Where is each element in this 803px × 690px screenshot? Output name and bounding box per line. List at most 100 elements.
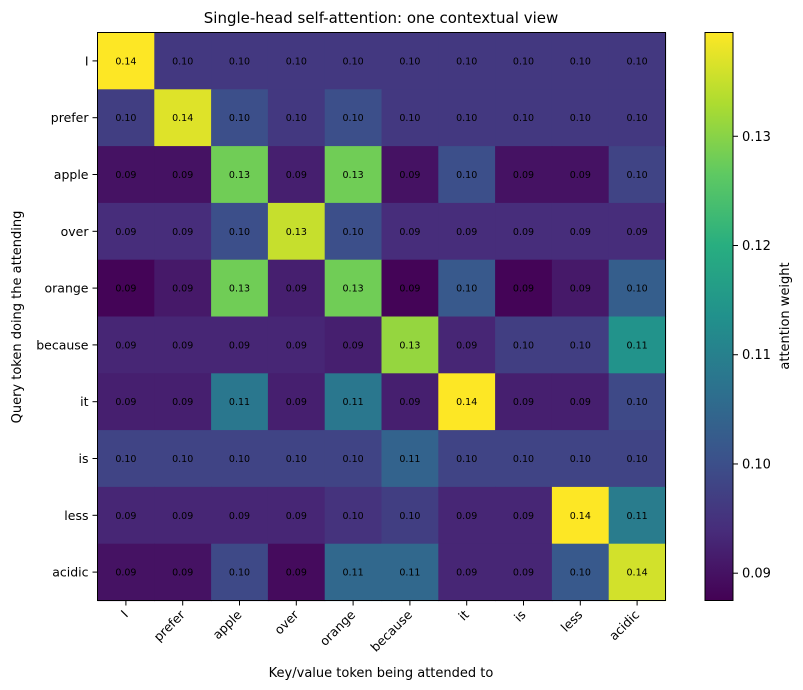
heatmap-cell [97,146,155,204]
cell-value-label: 0.09 [570,284,591,295]
cell-value-label: 0.10 [343,511,364,522]
heatmap-cell [495,543,553,602]
cell-value-label: 0.11 [399,568,420,579]
heatmap-cell [495,430,553,488]
heatmap-cell [495,316,553,374]
cell-value-label: 0.10 [627,454,648,465]
cell-value-label: 0.10 [286,113,307,124]
cell-value-label: 0.10 [343,56,364,67]
heatmap-cell [154,32,212,90]
y-tick-label: it [80,394,88,409]
cell-value-label: 0.13 [229,284,250,295]
cell-value-label: 0.09 [399,397,420,408]
cell-value-label: 0.10 [570,454,591,465]
heatmap-cell [211,202,269,261]
heatmap-cell [495,89,553,147]
heatmap-cell [551,486,610,545]
heatmap-cell [438,430,496,488]
cell-value-label: 0.09 [513,397,534,408]
heatmap-cell [438,259,496,318]
heatmap-cell [97,259,155,318]
heatmap-cell [97,316,155,374]
x-tick-label: is [511,607,529,625]
cell-value-label: 0.10 [627,56,648,67]
heatmap-cell [211,373,269,431]
heatmap-cell [267,316,326,374]
heatmap-cell [381,89,439,147]
cell-value-label: 0.09 [570,170,591,181]
cell-value-label: 0.09 [172,397,193,408]
cell-value-label: 0.09 [513,227,534,238]
x-tick-label: apple [209,607,244,642]
heatmap-cell [97,202,155,261]
cell-value-label: 0.13 [286,227,307,238]
cell-value-label: 0.09 [513,511,534,522]
cell-value-label: 0.09 [115,511,136,522]
colorbar-ticks: 0.09 0.10 0.11 0.12 0.13 [733,130,771,582]
heatmap-cell [267,373,326,431]
cell-value-label: 0.14 [115,56,136,67]
cell-value-label: 0.09 [286,511,307,522]
heatmap-cell [608,430,667,488]
heatmap-cell [608,486,667,545]
cell-value-label: 0.09 [115,340,136,351]
cell-value-label: 0.09 [627,227,648,238]
cell-value-label: 0.10 [513,454,534,465]
cell-value-label: 0.09 [115,284,136,295]
heatmap-cell [381,316,439,374]
cell-value-label: 0.09 [513,568,534,579]
y-tick-label: orange [45,281,89,296]
heatmap-cell [97,373,155,431]
x-axis-label: Key/value token being attended to [269,666,494,681]
heatmap-cell [608,32,667,90]
x-tick-label: it [455,607,472,624]
cell-value-label: 0.14 [627,568,648,579]
heatmap-cell [211,259,269,318]
cell-value-label: 0.09 [456,340,477,351]
heatmap-cell [438,486,496,545]
x-tick-label: because [367,607,415,655]
heatmap-cell [381,543,439,602]
cell-value-label: 0.09 [115,568,136,579]
cell-value-label: 0.09 [172,227,193,238]
cell-value-label: 0.13 [343,284,364,295]
heatmap-cell [608,373,667,431]
colorbar-tick-label: 0.12 [742,239,771,254]
cell-value-label: 0.14 [456,397,477,408]
cell-value-label: 0.10 [399,511,420,522]
cell-value-label: 0.11 [399,454,420,465]
heatmap-cell [381,486,439,545]
y-tick-label: over [61,224,90,239]
heatmap-cell [324,146,383,204]
cell-value-label: 0.09 [399,170,420,181]
y-tick-label: acidic [52,565,88,580]
colorbar-tick-label: 0.10 [742,457,771,472]
cell-value-label: 0.10 [343,113,364,124]
heatmap-cell [438,32,496,90]
heatmap-cell-labels: 0.14 0.10 0.10 0.10 0.10 0.10 0.10 0.10 0.10 0.10… [115,56,647,578]
heatmap-cell [551,373,610,431]
plot-frame [97,32,666,601]
heatmap-cell [211,543,269,602]
cell-value-label: 0.09 [172,340,193,351]
heatmap-cell [495,486,553,545]
cell-value-label: 0.10 [399,113,420,124]
heatmap-cell [211,430,269,488]
heatmap-cell [381,430,439,488]
heatmap-cell [267,202,326,261]
heatmap-cell [438,89,496,147]
heatmap-cell [608,146,667,204]
heatmap-cells [97,32,667,602]
heatmap-cell [154,89,212,147]
cell-value-label: 0.09 [513,170,534,181]
cell-value-label: 0.11 [343,568,364,579]
cell-value-label: 0.10 [570,568,591,579]
cell-value-label: 0.10 [229,113,250,124]
cell-value-label: 0.09 [570,397,591,408]
heatmap-cell [211,486,269,545]
cell-value-label: 0.09 [115,227,136,238]
y-tick-label: prefer [51,110,90,125]
heatmap-cell [608,89,667,147]
